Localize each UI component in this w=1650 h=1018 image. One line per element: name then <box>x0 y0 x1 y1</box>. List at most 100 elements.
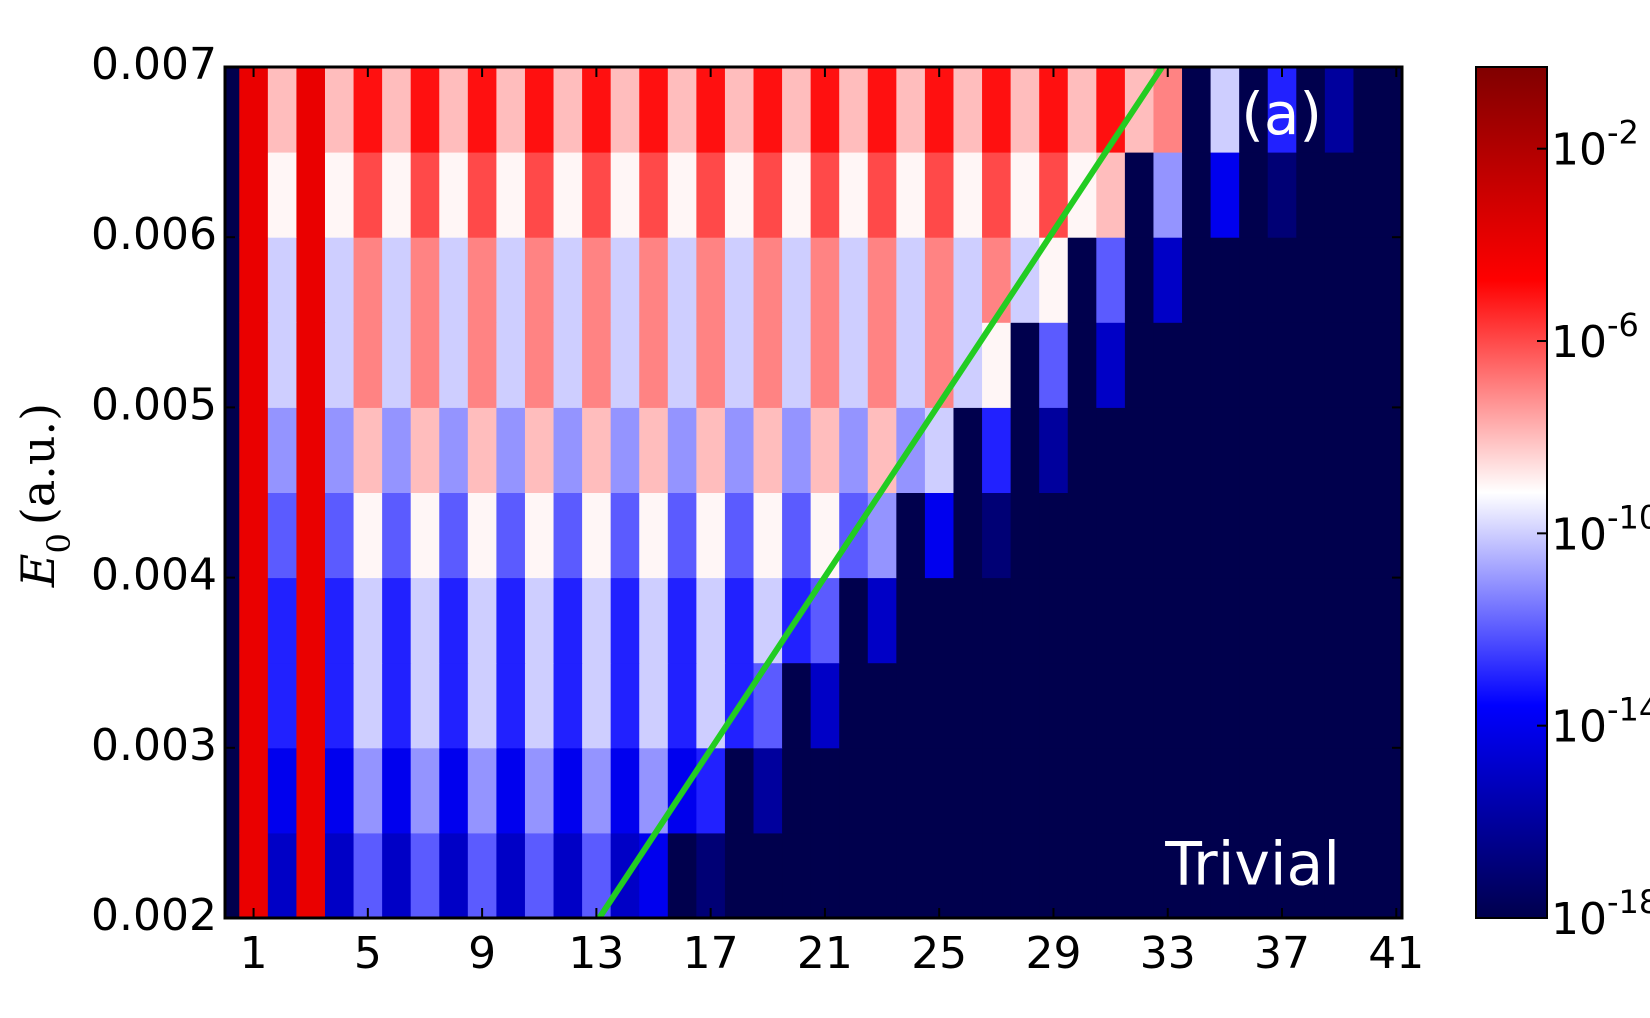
heatmap-cell <box>1382 662 1403 749</box>
heatmap-cell <box>696 237 726 323</box>
heatmap-cell <box>696 492 726 579</box>
heatmap-cell <box>1010 237 1040 323</box>
heatmap-cell <box>410 577 440 664</box>
heatmap-cell <box>982 407 1012 493</box>
heatmap-cell <box>839 322 869 408</box>
heatmap-cell <box>1067 67 1097 153</box>
heatmap-cell <box>267 662 297 749</box>
heatmap-cell <box>1324 577 1354 664</box>
heatmap-cell <box>1067 237 1097 323</box>
heatmap-cell <box>1124 577 1154 664</box>
heatmap-cell <box>896 152 926 238</box>
heatmap-cell <box>353 662 383 749</box>
heatmap-cell <box>982 492 1012 579</box>
colorbar-tick-base: 10 <box>1551 894 1607 945</box>
heatmap-cell <box>1267 492 1297 579</box>
heatmap-cell <box>867 577 897 664</box>
heatmap-cell <box>1153 152 1183 238</box>
heatmap-cell <box>1153 322 1183 408</box>
heatmap-cell <box>810 662 840 749</box>
heatmap-cell <box>1010 662 1040 749</box>
heatmap-cell <box>1153 67 1183 153</box>
heatmap-cell <box>1239 407 1269 493</box>
heatmap-cell <box>724 747 755 834</box>
heatmap-cell <box>1067 747 1097 834</box>
heatmap-cell <box>639 577 669 664</box>
heatmap-cell <box>496 662 526 749</box>
heatmap-cell <box>496 832 526 919</box>
y-tick-label: 0.006 <box>91 209 217 260</box>
heatmap-cell <box>953 237 983 323</box>
heatmap-cell <box>1353 662 1383 749</box>
heatmap-cell <box>753 747 783 834</box>
heatmap-cell <box>1010 407 1040 493</box>
heatmap-cell <box>667 832 697 919</box>
heatmap-cell <box>1353 747 1383 834</box>
heatmap-cell <box>610 662 640 749</box>
heatmap-cell <box>724 492 755 579</box>
heatmap-cell <box>782 832 812 919</box>
colorbar-tick-label: 10-2 <box>1551 114 1639 176</box>
heatmap-cell <box>1067 152 1097 238</box>
heatmap-cell <box>524 662 555 749</box>
heatmap-cell <box>1039 577 1069 664</box>
heatmap-cell <box>324 322 355 408</box>
heatmap-cell <box>239 152 269 238</box>
heatmap-cell <box>610 67 640 153</box>
heatmap-cell <box>639 237 669 323</box>
y-label-symbol: E <box>11 553 65 588</box>
heatmap-cell <box>1010 152 1040 238</box>
heatmap-cell <box>1096 662 1126 749</box>
heatmap-cell <box>553 662 583 749</box>
heatmap-cell <box>524 747 555 834</box>
heatmap-cell <box>267 577 297 664</box>
heatmap-cell <box>610 322 640 408</box>
heatmap-cell <box>439 237 469 323</box>
heatmap-cell <box>953 407 983 493</box>
heatmap-cell <box>1124 237 1154 323</box>
heatmap-cell <box>1382 237 1403 323</box>
heatmap-cell <box>1067 832 1097 919</box>
colorbar-tick-base: 10 <box>1551 702 1607 753</box>
x-tick-label: 13 <box>568 928 624 979</box>
heatmap-cell <box>1010 492 1040 579</box>
colorbar-tick-label: 10-18 <box>1551 883 1650 945</box>
heatmap-cell <box>1267 577 1297 664</box>
heatmap-cell <box>267 747 297 834</box>
heatmap-cell <box>1353 832 1383 919</box>
heatmap-cell <box>496 152 526 238</box>
heatmap-cell <box>953 152 983 238</box>
heatmap-cell <box>439 152 469 238</box>
heatmap-cell <box>696 152 726 238</box>
heatmap-cell <box>1067 662 1097 749</box>
heatmap-cell <box>1096 152 1126 238</box>
heatmap-cell <box>639 407 669 493</box>
heatmap-cell <box>1239 322 1269 408</box>
heatmap-cell <box>382 577 412 664</box>
heatmap-cell <box>1296 407 1326 493</box>
heatmap-cell <box>410 747 440 834</box>
heatmap-cell <box>1267 407 1297 493</box>
heatmap-cell <box>1210 832 1240 919</box>
heatmap-cell <box>582 577 612 664</box>
heatmap-cell <box>610 152 640 238</box>
heatmap-cell <box>296 237 326 323</box>
heatmap-cell <box>239 747 269 834</box>
heatmap-cell <box>953 492 983 579</box>
heatmap-cell <box>753 322 783 408</box>
heatmap-cell <box>924 577 954 664</box>
heatmap-cell <box>839 67 869 153</box>
heatmap-cell <box>667 407 697 493</box>
heatmap-cell <box>696 67 726 153</box>
heatmap-cell <box>667 237 697 323</box>
heatmap-cell <box>1182 237 1212 323</box>
heatmap-cell <box>639 492 669 579</box>
heatmap-cell <box>1239 577 1269 664</box>
heatmap-cell <box>239 237 269 323</box>
heatmap-cell <box>524 577 555 664</box>
heatmap-cell <box>782 747 812 834</box>
heatmap-cell <box>410 407 440 493</box>
x-tick-label: 21 <box>797 928 853 979</box>
heatmap-cell <box>1324 67 1354 153</box>
heatmap-cell <box>753 832 783 919</box>
